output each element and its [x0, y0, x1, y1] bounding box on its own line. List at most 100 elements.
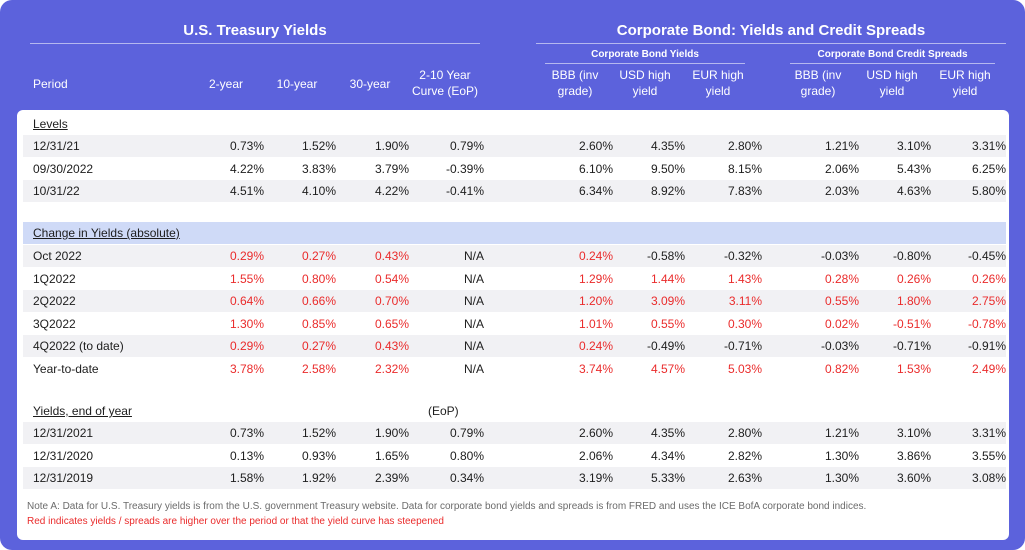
- row-period: 2Q2022: [33, 294, 76, 308]
- row-value: 0.29%: [229, 339, 264, 353]
- row-value: 0.24%: [578, 339, 613, 353]
- row-value: 0.73%: [229, 139, 264, 153]
- col-spread-usdhy-line2: yield: [879, 84, 905, 98]
- row-value: -0.03%: [820, 339, 859, 353]
- row-value: 2.39%: [374, 471, 409, 485]
- row-value: 5.80%: [971, 184, 1006, 198]
- row-value: 4.51%: [229, 184, 264, 198]
- row-value: 1.65%: [374, 448, 409, 463]
- row-value: 3.11%: [728, 294, 762, 308]
- row-value: 0.26%: [896, 271, 931, 286]
- corp-yields-subtitle: Corporate Bond Yields: [591, 49, 699, 60]
- row-value: -0.03%: [820, 249, 859, 263]
- table-row: 3Q2022 1.30% 0.85% 0.65% N/A 1.01% 0.55% 0.30% 0…: [23, 313, 1006, 335]
- row-value: 1.53%: [896, 361, 931, 376]
- table-row: Year-to-date 3.78% 2.58% 2.32% N/A 3.74% 4.57%…: [23, 358, 1006, 380]
- row-value: 4.34%: [650, 448, 685, 463]
- row-value: 1.52%: [301, 426, 336, 440]
- row-value: 0.30%: [727, 316, 762, 331]
- row-value: 4.22%: [374, 184, 409, 198]
- row-value: 6.34%: [578, 184, 613, 198]
- row-value: 0.80%: [449, 448, 484, 463]
- row-value: 5.43%: [896, 161, 931, 176]
- row-value: 4.35%: [650, 139, 685, 153]
- row-value: 0.27%: [301, 339, 336, 353]
- row-value: 0.27%: [301, 249, 336, 263]
- table-row: 2Q2022 0.64% 0.66% 0.70% N/A 1.20% 3.09% 3.11% 0…: [23, 290, 1006, 312]
- row-value: 1.20%: [578, 294, 613, 308]
- row-value: -0.71%: [723, 339, 762, 353]
- row-value: N/A: [463, 339, 484, 353]
- section-change-label: Change in Yields (absolute): [33, 226, 180, 240]
- row-value: 8.92%: [650, 184, 685, 198]
- row-period: Year-to-date: [33, 361, 99, 376]
- row-value: 3.86%: [896, 448, 931, 463]
- row-value: 0.28%: [824, 271, 859, 286]
- row-value: 3.31%: [971, 426, 1006, 440]
- row-value: 0.66%: [301, 294, 336, 308]
- row-value: 2.82%: [727, 448, 762, 463]
- col-curve-line2: Curve (EoP): [411, 84, 479, 98]
- row-value: 3.83%: [301, 161, 336, 176]
- row-value: 2.63%: [727, 471, 762, 485]
- row-value: 1.01%: [578, 316, 613, 331]
- corporate-title-rule: [536, 43, 1006, 44]
- row-period: 12/31/2020: [33, 448, 94, 463]
- row-value: 3.60%: [896, 471, 931, 485]
- red-legend-note: Red indicates yields / spreads are highe…: [27, 516, 444, 527]
- corp-spreads-subtitle: Corporate Bond Credit Spreads: [817, 49, 968, 60]
- row-period: 12/31/21: [33, 139, 80, 153]
- row-value: 2.58%: [301, 361, 336, 376]
- table-row: 10/31/22 4.51% 4.10% 4.22% -0.41% 6.34% 8.92% 7…: [23, 180, 1006, 202]
- row-value: 0.70%: [374, 294, 409, 308]
- row-value: 0.55%: [824, 294, 859, 308]
- row-value: 0.79%: [449, 139, 484, 153]
- row-value: 0.85%: [301, 316, 336, 331]
- row-value: -0.58%: [646, 249, 685, 263]
- row-period: 09/30/2022: [33, 161, 94, 176]
- table-row: Oct 2022 0.29% 0.27% 0.43% N/A 0.24% -0.58% -0.…: [23, 245, 1006, 267]
- row-period: 3Q2022: [33, 316, 76, 331]
- row-value: 3.31%: [971, 139, 1006, 153]
- row-value: 1.30%: [824, 471, 859, 485]
- row-value: 3.10%: [896, 426, 931, 440]
- row-value: 2.80%: [727, 139, 762, 153]
- row-value: 5.03%: [727, 361, 762, 376]
- row-value: 7.83%: [727, 184, 762, 198]
- table-row: 1Q2022 1.55% 0.80% 0.54% N/A 1.29% 1.44% 1.43% 0…: [23, 268, 1006, 290]
- row-value: 1.44%: [650, 271, 685, 286]
- row-value: 9.50%: [650, 161, 685, 176]
- col-spread-eurhy-line1: EUR high: [939, 68, 991, 82]
- row-value: 0.80%: [301, 271, 336, 286]
- section-change-row: Change in Yields (absolute): [23, 222, 1006, 244]
- row-value: 1.92%: [301, 471, 336, 485]
- section-levels-row: Levels: [23, 113, 1006, 135]
- row-period: 1Q2022: [33, 271, 76, 286]
- row-value: 4.22%: [229, 161, 264, 176]
- row-value: -0.80%: [892, 249, 931, 263]
- row-value: 4.10%: [301, 184, 336, 198]
- row-value: -0.45%: [967, 249, 1006, 263]
- row-value: 2.32%: [374, 361, 409, 376]
- row-value: 3.78%: [229, 361, 264, 376]
- row-value: -0.41%: [445, 184, 484, 198]
- row-value: N/A: [463, 316, 484, 331]
- col-30year: 30-year: [349, 77, 391, 91]
- row-value: 3.55%: [971, 448, 1006, 463]
- section-eoy-note: (EoP): [428, 404, 459, 418]
- table-row: 12/31/2021 0.73% 1.52% 1.90% 0.79% 2.60% 4.35%…: [23, 422, 1006, 444]
- table-row: 12/31/21 0.73% 1.52% 1.90% 0.79% 2.60% 4.35% 2.…: [23, 135, 1006, 157]
- row-value: 3.10%: [896, 139, 931, 153]
- col-curve-line1: 2-10 Year: [419, 68, 471, 82]
- col-10year: 10-year: [276, 77, 318, 91]
- row-period: 4Q2022 (to date): [33, 339, 124, 353]
- corporate-title: Corporate Bond: Yields and Credit Spread…: [616, 22, 926, 39]
- row-value: 0.93%: [301, 448, 336, 463]
- row-value: -0.51%: [892, 316, 931, 331]
- row-value: 3.74%: [578, 361, 613, 376]
- section-levels-label: Levels: [33, 117, 68, 131]
- source-note: Note A: Data for U.S. Treasury yields is…: [27, 501, 867, 512]
- row-value: -0.32%: [723, 249, 762, 263]
- row-value: 0.13%: [229, 448, 264, 463]
- row-value: 0.26%: [971, 271, 1006, 286]
